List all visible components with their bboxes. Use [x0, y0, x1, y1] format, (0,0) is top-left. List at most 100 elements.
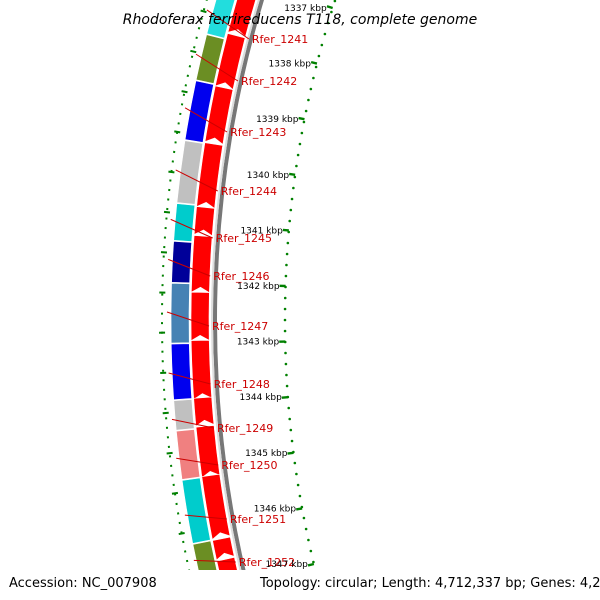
scale-dot [307, 98, 310, 102]
scale-dot [285, 263, 288, 267]
gene-label: Rfer_1242 [241, 75, 297, 88]
scale-major-tick [307, 562, 315, 567]
cds-arrow [193, 396, 215, 427]
scale-dot [286, 241, 290, 245]
cds-arrow [191, 235, 213, 294]
gene-leader-line [170, 218, 213, 239]
outer-major-tick [190, 49, 197, 54]
gene-leader-line [193, 559, 236, 563]
scale-dot [304, 527, 308, 531]
gene-leader-line [195, 53, 239, 82]
cds-arrow [214, 33, 246, 91]
gene-label: Rfer_1246 [213, 270, 269, 283]
cds-arrow [193, 206, 215, 237]
scale-dot [302, 120, 306, 124]
scale-label: 1341 kbp [240, 226, 283, 236]
gene-block-Rfer_1249 [173, 399, 195, 431]
scale-layer: 1337 kbp 1338 kbp 1339 kbp 1340 kbp 1341 kbp… [237, 0, 337, 597]
cds-arrow [190, 339, 213, 400]
scale-dot [309, 549, 313, 553]
scale-label: 1346 kbp [254, 504, 297, 514]
scale-dot [283, 296, 287, 300]
scale-dot [285, 252, 289, 256]
gene-leader-line [166, 311, 210, 327]
scale-dot [284, 351, 287, 355]
cds-arrow [190, 291, 210, 342]
scale-label: 1339 kbp [256, 115, 299, 125]
gene-leader-line [175, 169, 218, 192]
scale-dot [312, 76, 315, 80]
scale-dot [285, 373, 288, 377]
scale-dot [293, 175, 297, 179]
gene-block-Rfer_1243 [184, 80, 214, 143]
map-title: Rhodoferax ferrireducens T118, complete … [123, 12, 477, 28]
scale-label: 1345 kbp [245, 449, 288, 459]
gene-label: Rfer_1243 [230, 126, 286, 139]
cds-arrow [196, 142, 224, 209]
scale-dot [309, 87, 313, 91]
gene-block-Rfer_1248 [170, 343, 193, 401]
scale-dot [283, 318, 287, 322]
scale-major-tick [282, 228, 289, 232]
accession-text: Accession: NC_007908 [9, 576, 157, 591]
scale-dot [300, 131, 304, 135]
scale-dot [293, 461, 297, 465]
scale-dot [284, 274, 288, 278]
scale-major-tick [298, 116, 305, 121]
scale-dot [296, 483, 300, 487]
scale-dot [284, 362, 288, 366]
cds-arrow [212, 536, 235, 561]
gene-leader-line [171, 418, 215, 429]
gene-leader-line [206, 9, 250, 40]
scale-dot [289, 208, 293, 212]
scale-dot [289, 428, 293, 432]
scale-major-tick [289, 172, 296, 176]
cds-arrow [201, 473, 231, 540]
scale-dot [302, 516, 306, 520]
gene-label: Rfer_1252 [239, 556, 295, 569]
scale-dot [290, 439, 294, 443]
scale-dot [285, 384, 289, 388]
scale-dot [288, 219, 292, 223]
scale-label: 1343 kbp [237, 338, 280, 348]
scale-dot [333, 0, 337, 3]
gene-label: Rfer_1250 [221, 459, 277, 472]
scale-label: 1344 kbp [239, 393, 282, 403]
gene-leader-line [184, 514, 227, 520]
scale-dot [288, 417, 292, 421]
gene-block-Rfer_1244 [176, 140, 204, 205]
cds-arrow [204, 85, 234, 145]
gene-leader-line [168, 258, 211, 277]
gene-leader-line [176, 457, 219, 466]
gene-layer [170, 0, 236, 600]
scale-dot [317, 54, 321, 58]
footer-bg [0, 570, 600, 600]
scale-dot [290, 197, 294, 201]
scale-dot [295, 472, 298, 476]
scale-dot [298, 494, 302, 498]
scale-dot [314, 65, 318, 69]
scale-dot [295, 164, 298, 168]
outer-major-tick [163, 210, 171, 214]
gene-block-Rfer_1251 [181, 477, 211, 544]
scale-label: 1338 kbp [269, 60, 312, 70]
gene-label: Rfer_1251 [230, 513, 286, 526]
gene-label: Rfer_1244 [221, 185, 277, 198]
scale-label: 1347 kbp [265, 560, 308, 570]
gene-block-Rfer_1250 [176, 429, 201, 480]
gene-block-Rfer_1245 [173, 203, 196, 242]
outer-major-tick [178, 531, 185, 536]
scale-label: 1342 kbp [237, 282, 280, 292]
scale-major-tick [326, 5, 334, 10]
scale-label: 1337 kbp [284, 4, 327, 14]
scale-dot [287, 406, 291, 410]
outer-tick [202, 8, 206, 11]
gene-label: Rfer_1249 [217, 422, 273, 435]
scale-dot [283, 307, 287, 311]
outer-major-tick [181, 90, 188, 94]
gene-leader-line [168, 372, 211, 385]
scale-dot [330, 10, 333, 14]
cds-arrow [227, 0, 256, 38]
scale-dot [283, 329, 287, 333]
